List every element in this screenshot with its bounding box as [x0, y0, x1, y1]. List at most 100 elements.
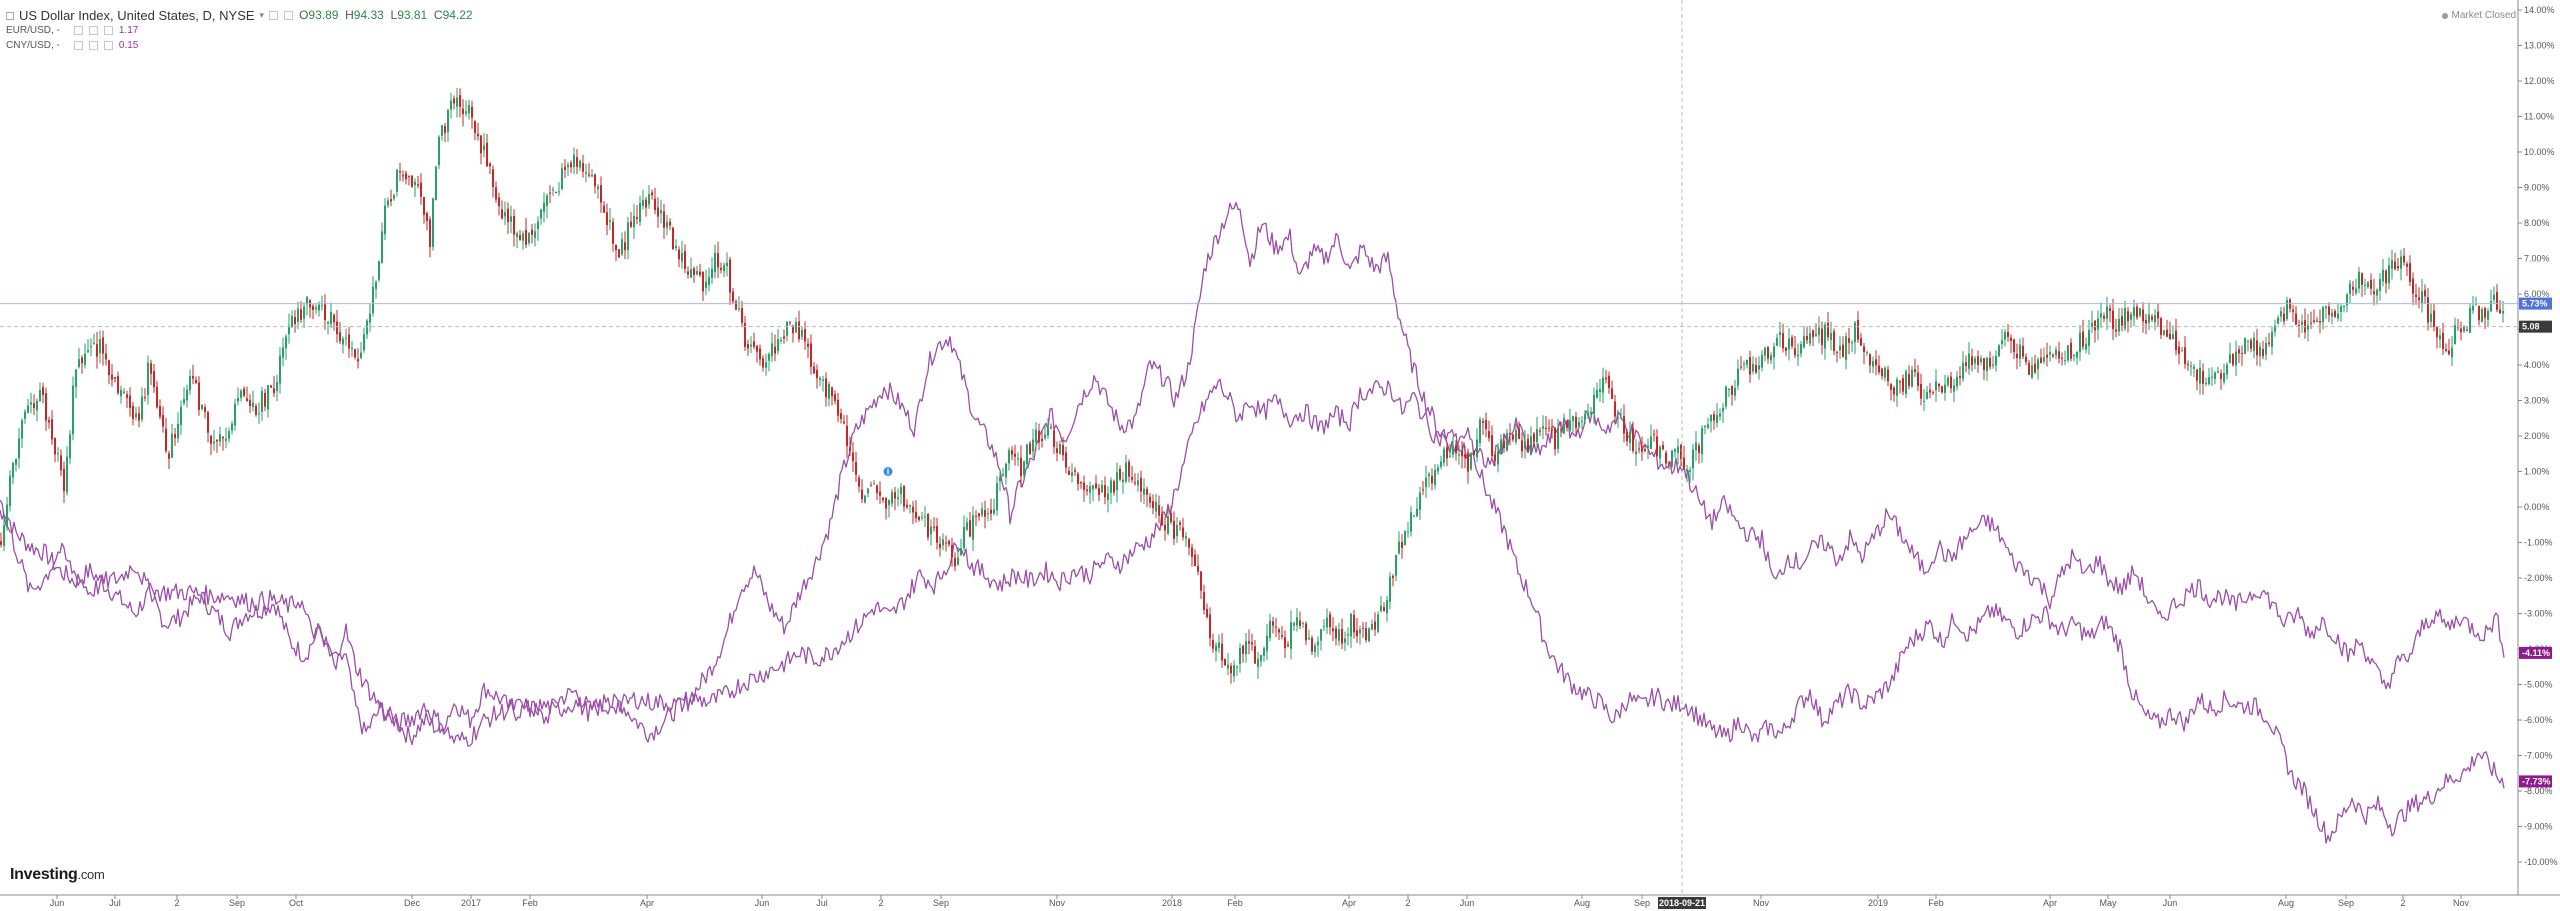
candle-body: [462, 108, 464, 115]
candle-body: [2292, 309, 2294, 312]
candle-body: [624, 242, 626, 251]
candle-body: [591, 174, 593, 177]
candle-body: [1017, 458, 1019, 460]
candle-body: [1917, 372, 1919, 387]
settings-icon[interactable]: [88, 26, 98, 35]
settings-icon[interactable]: [284, 11, 294, 20]
candle-body: [1701, 428, 1703, 455]
candle-body: [318, 304, 320, 311]
candle-body: [1503, 440, 1505, 449]
visibility-toggle-icon[interactable]: [73, 26, 83, 35]
candle-body: [1347, 634, 1349, 636]
candle-body: [2379, 278, 2381, 291]
candle-body: [1149, 496, 1151, 503]
candle-body: [99, 339, 101, 354]
candle-body: [1533, 433, 1535, 442]
candle-body: [153, 371, 155, 388]
candle-body: [1284, 637, 1286, 649]
candle-body: [249, 400, 251, 407]
remove-icon[interactable]: [103, 26, 113, 35]
candle-body: [1818, 327, 1820, 336]
candle-body: [1689, 470, 1691, 472]
compare-label[interactable]: EUR/USD, -: [6, 25, 60, 36]
candle-body: [645, 199, 647, 208]
candle-body: [759, 348, 761, 360]
candle-body: [63, 468, 65, 492]
candle-body: [1434, 469, 1436, 486]
candle-body: [1041, 438, 1043, 442]
candle-body: [222, 436, 224, 439]
candle-body: [2178, 346, 2180, 354]
candle-body: [1338, 629, 1340, 641]
candle-body: [1077, 473, 1079, 485]
candle-body: [933, 526, 935, 528]
candle-body: [1884, 368, 1886, 378]
candle-body: [2226, 364, 2228, 375]
x-tick-label: Jun: [755, 898, 770, 908]
candle-body: [1692, 449, 1694, 469]
candle-body: [489, 163, 491, 167]
y-axis[interactable]: 14.00% 13.00% 12.00% 11.00% 10.00% 9.00% 8.00%…: [2518, 5, 2558, 867]
candle-body: [2079, 332, 2081, 353]
candle-body: [2112, 310, 2114, 330]
candle-body: [1998, 345, 2000, 357]
candle-body: [1563, 424, 1565, 434]
candle-body: [1908, 373, 1910, 386]
candle-body: [1245, 641, 1247, 655]
candle-body: [1698, 445, 1700, 453]
candle-body: [1374, 621, 1376, 630]
candle-body: [2208, 377, 2210, 385]
candle-body: [2121, 316, 2123, 326]
candle-body: [873, 483, 875, 485]
candle-body: [753, 341, 755, 347]
candle-body: [21, 420, 23, 439]
candle-body: [1995, 355, 1997, 366]
main-series-legend[interactable]: US Dollar Index, United States, D, NYSE …: [6, 8, 473, 23]
compare-legend-cnyusd[interactable]: CNY/USD, - 0.15: [6, 38, 473, 53]
candle-body: [1548, 427, 1550, 429]
visibility-toggle-icon[interactable]: [73, 41, 83, 50]
candle-body: [585, 172, 587, 175]
candle-body: [2028, 362, 2030, 375]
candle-body: [1449, 455, 1451, 457]
candle-body: [1632, 428, 1634, 452]
candle-body: [423, 197, 425, 215]
candle-body: [1521, 440, 1523, 452]
logo-brand: Investing: [10, 866, 78, 883]
candle-body: [84, 353, 86, 365]
settings-icon[interactable]: [88, 41, 98, 50]
candle-body: [2286, 300, 2288, 320]
candle-body: [654, 198, 656, 211]
candle-body: [1500, 439, 1502, 452]
candle-body: [1227, 664, 1229, 669]
candle-body: [1329, 614, 1331, 628]
chevron-down-icon[interactable]: ▾: [259, 10, 265, 20]
candle-body: [474, 121, 476, 133]
compare-legend-eurusd[interactable]: EUR/USD, - 1.17: [6, 23, 473, 38]
candle-body: [1176, 524, 1178, 536]
candle-body: [1092, 485, 1094, 490]
main-series-title[interactable]: US Dollar Index, United States, D, NYSE: [19, 8, 255, 23]
compare-label[interactable]: CNY/USD, -: [6, 40, 60, 51]
candle-body: [66, 456, 68, 493]
candle-body: [114, 377, 116, 379]
candle-body: [141, 396, 143, 420]
candle-body: [1095, 483, 1097, 488]
remove-icon[interactable]: [103, 41, 113, 50]
visibility-toggle-icon[interactable]: [269, 11, 279, 20]
candle-body: [1179, 522, 1181, 525]
candle-body: [1167, 516, 1169, 534]
candle-body: [291, 316, 293, 327]
candle-body: [876, 485, 878, 493]
candle-body: [783, 336, 785, 339]
candle-body: [735, 301, 737, 310]
x-axis[interactable]: Jun Jul 2 Sep Oct Dec 2017 Feb Apr Jun Jul 2 Sep Nov 2…: [50, 895, 2470, 909]
candle-body: [1770, 355, 1772, 361]
candle-body: [207, 412, 209, 433]
candle-body: [24, 411, 26, 419]
collapse-legend-icon[interactable]: [6, 11, 14, 20]
candle-body: [1551, 429, 1553, 431]
candle-body: [210, 435, 212, 444]
candle-body: [2481, 309, 2483, 323]
